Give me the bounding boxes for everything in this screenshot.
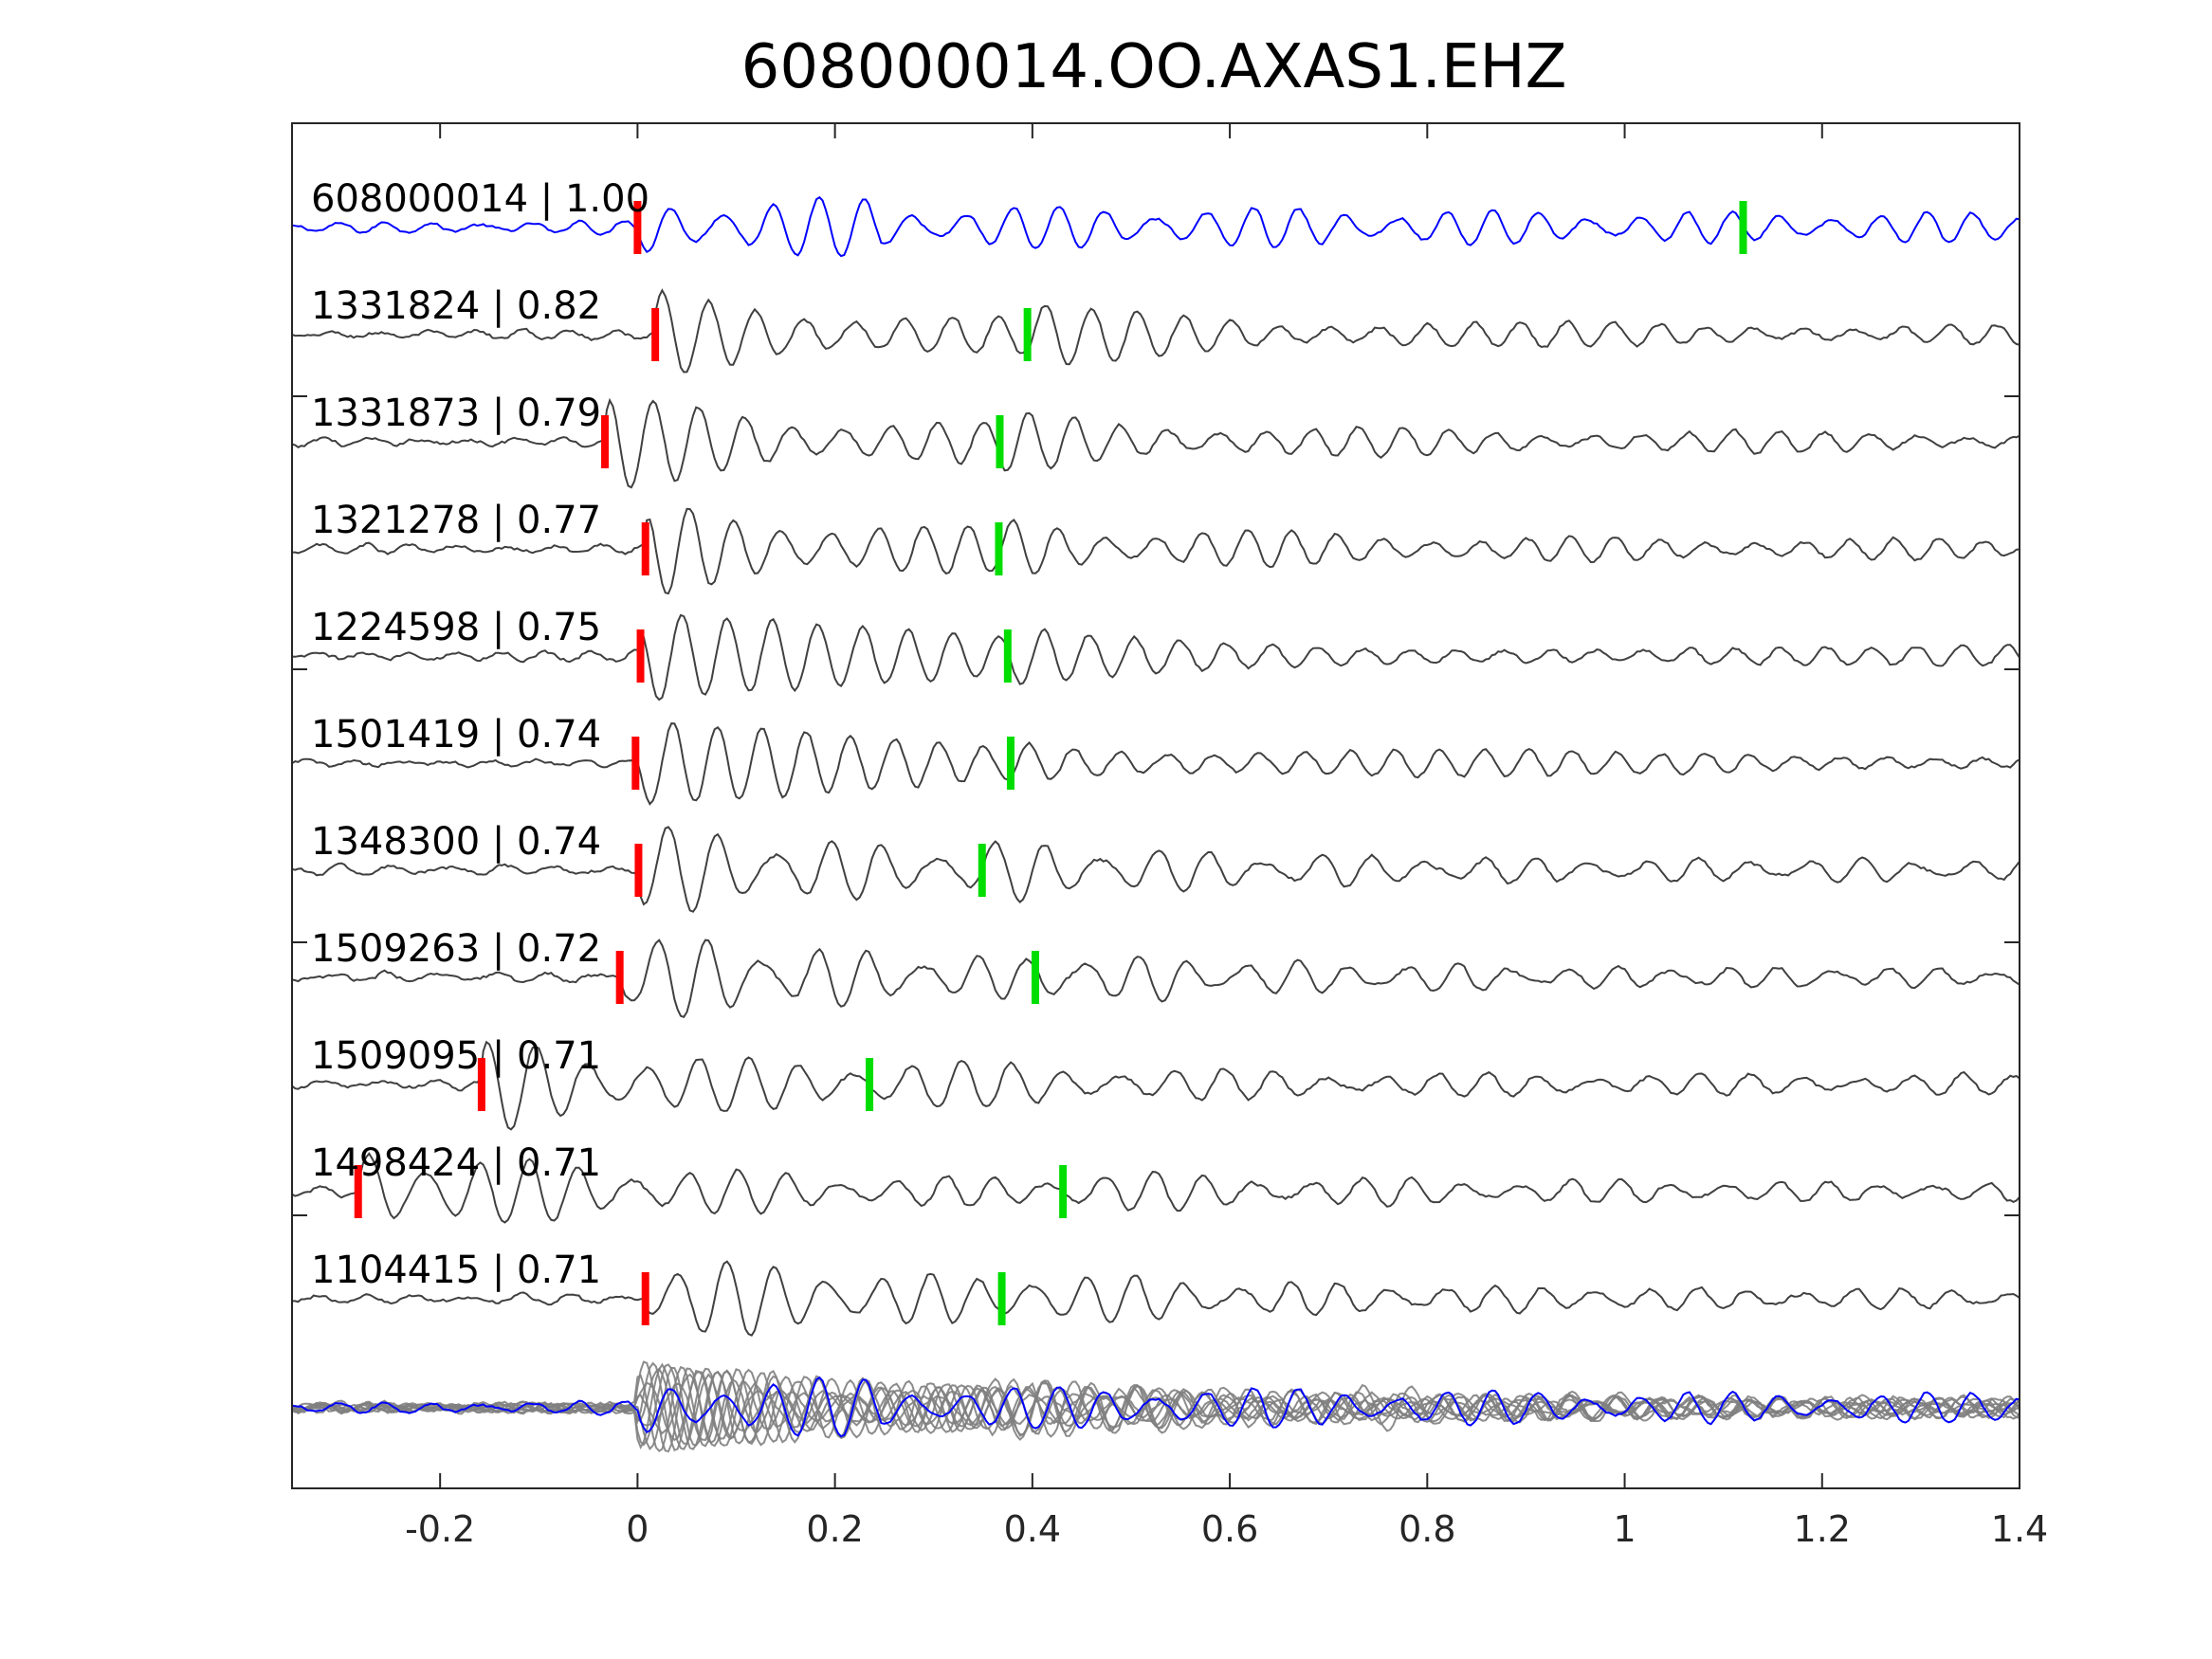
x-tick-label: 1.2 — [1794, 1508, 1851, 1550]
stack-trace — [292, 1368, 2020, 1448]
x-tick-label: 0.4 — [1004, 1508, 1061, 1550]
waveform-trace — [292, 1040, 2020, 1131]
x-tick-label: -0.2 — [405, 1508, 475, 1550]
trace-label: 1331824 | 0.82 — [311, 284, 601, 328]
x-tick-label: 0.6 — [1201, 1508, 1258, 1550]
x-tick-label: 1.4 — [1991, 1508, 2048, 1550]
trace-label: 1501419 | 0.74 — [311, 713, 601, 757]
picks-layer — [354, 201, 1747, 1325]
trace-label: 1509095 | 0.71 — [311, 1034, 601, 1078]
trace-label: 608000014 | 1.00 — [311, 177, 649, 221]
x-tick-label: 0 — [626, 1508, 649, 1550]
axes-layer: -0.2 0 0.2 0.4 0.6 0.8 1 1.2 1.4 — [291, 122, 2048, 1550]
waveform-trace — [292, 722, 2020, 806]
waveform-trace — [292, 195, 2020, 258]
x-tick-label: 1 — [1613, 1508, 1636, 1550]
trace-label: 1104415 | 0.71 — [311, 1249, 601, 1292]
waveform-trace — [292, 939, 2020, 1019]
axes-frame — [291, 122, 2020, 1489]
stack-trace — [292, 1370, 2020, 1446]
waveform-trace — [292, 397, 2020, 489]
waveform-trace — [292, 288, 2020, 374]
x-tick-label: 0.2 — [806, 1508, 863, 1550]
chart-title: 608000014.OO.AXAS1.EHZ — [741, 32, 1567, 102]
waveform-trace — [292, 826, 2020, 913]
x-tick-label: 0.8 — [1398, 1508, 1455, 1550]
stack-trace — [292, 1367, 2020, 1450]
stack-reference-trace — [292, 1376, 2020, 1438]
trace-label: 1224598 | 0.75 — [311, 606, 601, 649]
trace-label: 1348300 | 0.74 — [311, 820, 601, 864]
trace-label: 1321278 | 0.77 — [311, 499, 601, 542]
trace-label: 1498424 | 0.71 — [311, 1141, 601, 1185]
traces-layer — [292, 195, 2020, 1453]
waveform-trace — [292, 1152, 2020, 1224]
waveform-trace — [292, 1260, 2020, 1337]
waveform-trace — [292, 613, 2020, 702]
trace-label: 1509263 | 0.72 — [311, 927, 601, 971]
labels-layer: 608000014 | 1.00 1331824 | 0.82 1331873 | … — [311, 177, 649, 1292]
trace-label: 1331873 | 0.79 — [311, 392, 601, 435]
waveform-trace — [292, 507, 2020, 595]
